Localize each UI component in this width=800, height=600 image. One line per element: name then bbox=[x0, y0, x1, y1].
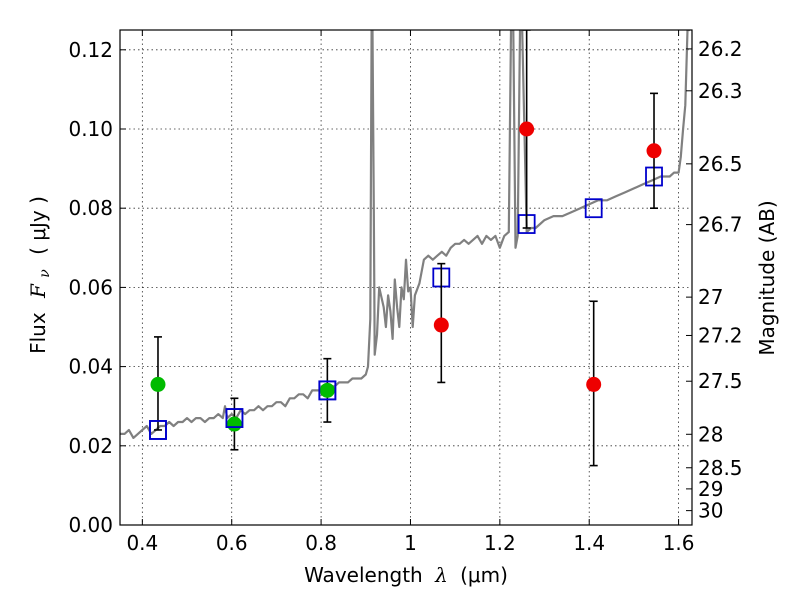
red-point bbox=[646, 143, 662, 159]
y-tick-label: 0.00 bbox=[68, 513, 113, 537]
y2-tick-label: 29 bbox=[698, 477, 723, 501]
y-axis-label-text: Flux bbox=[26, 312, 50, 354]
x-axis-label: Wavelength λ (μm) bbox=[304, 563, 508, 587]
x-tick-label: 1 bbox=[404, 531, 417, 555]
red-point bbox=[433, 317, 449, 333]
x-tick-label: 0.4 bbox=[126, 531, 158, 555]
y-axis-label: Flux F ν ( μJy ) bbox=[26, 196, 54, 354]
spectrum-line bbox=[120, 30, 690, 439]
y2-tick-label: 27.5 bbox=[698, 369, 743, 393]
model-point-overlay bbox=[318, 380, 337, 401]
y2-tick-label: 28 bbox=[698, 422, 723, 446]
y2-tick-label: 26.2 bbox=[698, 37, 743, 61]
x-tick-label: 1.6 bbox=[663, 531, 695, 555]
y2-tick-label: 30 bbox=[698, 499, 723, 523]
axes: 0.4 0.6 0.8 1 1.2 1.4 1.6 0.00 0.02 0.04 0.06 0.08 0… bbox=[68, 30, 743, 555]
x-tick-label: 0.8 bbox=[305, 531, 337, 555]
y-tick-label: 0.10 bbox=[68, 117, 113, 141]
y-axis-label-subscript: ν bbox=[37, 269, 53, 278]
red-point bbox=[586, 376, 602, 392]
green-point bbox=[150, 376, 166, 392]
y2-tick-label: 26.3 bbox=[698, 79, 743, 103]
red-point bbox=[519, 121, 535, 137]
plot-area bbox=[120, 30, 690, 467]
x-tick-label: 1.2 bbox=[484, 531, 516, 555]
green-point bbox=[319, 382, 335, 398]
plot-frame bbox=[119, 29, 693, 526]
y2-axis-label: Magnitude (AB) bbox=[755, 200, 779, 355]
y2-tick-label: 26.7 bbox=[698, 213, 743, 237]
model-point-overlay bbox=[149, 420, 167, 440]
x-axis-label-unit: (μm) bbox=[460, 563, 508, 587]
green-point bbox=[226, 416, 242, 432]
y-tick-label: 0.02 bbox=[68, 434, 113, 458]
model-point bbox=[584, 198, 603, 219]
y2-tick-label: 26.5 bbox=[698, 152, 743, 176]
y-axis-label-symbol: F bbox=[26, 283, 50, 299]
y-tick-label: 0.04 bbox=[68, 355, 113, 379]
x-axis-label-text: Wavelength bbox=[304, 563, 423, 587]
y2-tick-label: 27 bbox=[698, 285, 723, 309]
y-tick-label: 0.12 bbox=[68, 38, 113, 62]
x-tick-label: 0.6 bbox=[216, 531, 248, 555]
x-tick-label: 1.4 bbox=[573, 531, 605, 555]
y-tick-label: 0.08 bbox=[68, 196, 113, 220]
x-axis-label-symbol: λ bbox=[434, 563, 448, 587]
model-point-overlay bbox=[225, 408, 244, 428]
y2-tick-label: 27.2 bbox=[698, 323, 743, 347]
y2-tick-label: 28.5 bbox=[698, 456, 743, 480]
y-axis-label-unit: ( μJy ) bbox=[26, 196, 50, 255]
y-tick-label: 0.06 bbox=[68, 275, 113, 299]
grid-lines bbox=[120, 30, 692, 526]
